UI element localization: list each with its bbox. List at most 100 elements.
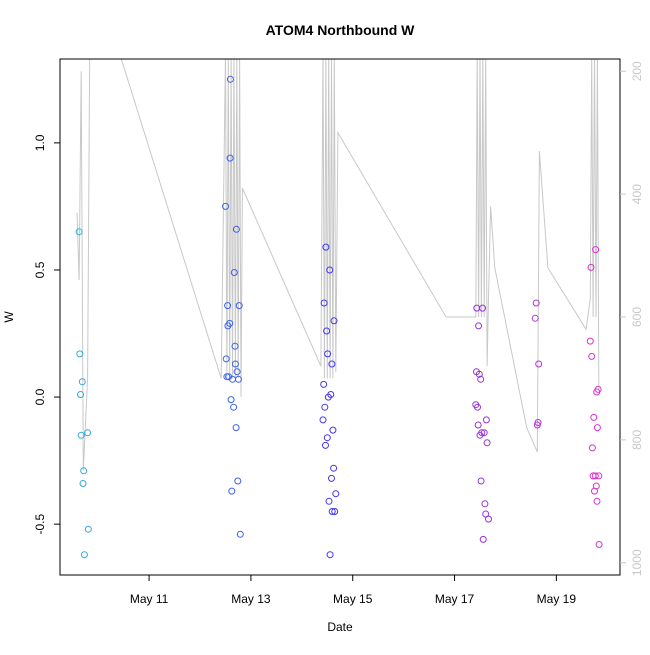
data-point [590, 413, 598, 421]
data-point [328, 508, 336, 515]
data-point [532, 299, 540, 307]
data-point [478, 429, 486, 437]
data-point [594, 385, 602, 393]
data-point [77, 391, 84, 398]
data-point [326, 266, 334, 274]
data-point [480, 429, 488, 437]
y-axis: -0.5 0.0 0.5 1.0 [33, 134, 60, 535]
data-point [80, 467, 88, 475]
data-point [332, 490, 340, 498]
data-point [226, 75, 234, 83]
y2-tick-label: 1000 [630, 549, 644, 576]
data-point [234, 477, 242, 485]
data-point [477, 375, 485, 383]
data-point [588, 352, 596, 360]
data-point [227, 396, 235, 404]
data-point [330, 317, 338, 325]
x-tick-label: May 19 [537, 592, 577, 606]
data-point [75, 228, 83, 236]
data-point [222, 202, 229, 210]
depth-line [76, 59, 600, 471]
x-tick-label: May 17 [435, 592, 475, 606]
data-point [320, 299, 328, 307]
data-point [76, 350, 84, 358]
y-tick-label: 0.0 [33, 388, 47, 405]
data-point [78, 378, 86, 386]
data-point [226, 154, 234, 162]
data-point [588, 444, 596, 452]
data-point [322, 441, 329, 449]
data-point [80, 551, 88, 559]
chart-title: ATOM4 Northbound W [266, 22, 416, 38]
data-point [228, 487, 236, 495]
data-point [485, 515, 492, 523]
data-point [330, 464, 338, 472]
data-point [481, 500, 489, 508]
data-point [222, 355, 230, 363]
data-point [224, 302, 232, 310]
data-point [79, 480, 87, 487]
y-tick-label: -0.5 [33, 514, 47, 535]
data-point [77, 431, 85, 439]
data-point [226, 319, 234, 327]
data-point [236, 530, 244, 538]
data-point [474, 403, 481, 411]
data-point [230, 403, 238, 411]
data-point [479, 304, 486, 312]
data-point [233, 368, 241, 376]
data-point [84, 429, 92, 437]
data-point [595, 541, 603, 548]
y2-tick-label: 400 [630, 184, 644, 204]
x-tick-label: May 11 [130, 592, 169, 606]
y2-tick-label: 800 [630, 430, 644, 450]
data-point [591, 472, 599, 480]
data-point [479, 535, 487, 543]
data-point [595, 472, 603, 480]
data-point [323, 327, 331, 335]
data-point [325, 497, 333, 505]
data-point [531, 314, 539, 322]
data-point [231, 360, 239, 368]
data-point [323, 434, 331, 442]
x-axis-label: Date [327, 620, 353, 634]
y-axis-label: W [2, 311, 16, 323]
data-point [329, 426, 337, 434]
depth-line-layer [76, 59, 600, 471]
data-point [235, 302, 243, 310]
data-point [586, 337, 594, 345]
x-axis: May 11 May 13 May 15 May 17 May 19 [130, 575, 577, 606]
data-point [587, 263, 595, 271]
data-point [534, 419, 542, 426]
data-point [320, 380, 328, 388]
data-point [84, 525, 92, 533]
data-point [327, 391, 335, 398]
points-layer [75, 75, 603, 559]
data-point [322, 243, 330, 251]
data-point [474, 421, 482, 429]
data-point [328, 360, 336, 368]
data-point [535, 360, 543, 368]
data-point [483, 439, 491, 447]
data-point [326, 551, 334, 559]
data-point [232, 424, 240, 432]
y2-axis: 200 400 600 800 1000 [620, 61, 644, 576]
data-point [231, 342, 239, 350]
x-tick-label: May 15 [333, 592, 373, 606]
data-point [593, 424, 601, 432]
data-point [482, 416, 490, 424]
data-point [477, 477, 485, 485]
y2-tick-label: 200 [630, 61, 644, 81]
data-point [230, 269, 238, 276]
data-point [475, 370, 483, 378]
data-point [235, 375, 242, 383]
data-point [592, 482, 600, 490]
x-tick-label: May 13 [231, 592, 271, 606]
y-tick-label: 1.0 [33, 134, 47, 151]
data-point [328, 474, 335, 482]
data-point [324, 350, 332, 358]
y2-tick-label: 600 [630, 307, 644, 327]
data-point [232, 225, 240, 233]
data-point [319, 416, 327, 424]
data-point [593, 497, 601, 505]
